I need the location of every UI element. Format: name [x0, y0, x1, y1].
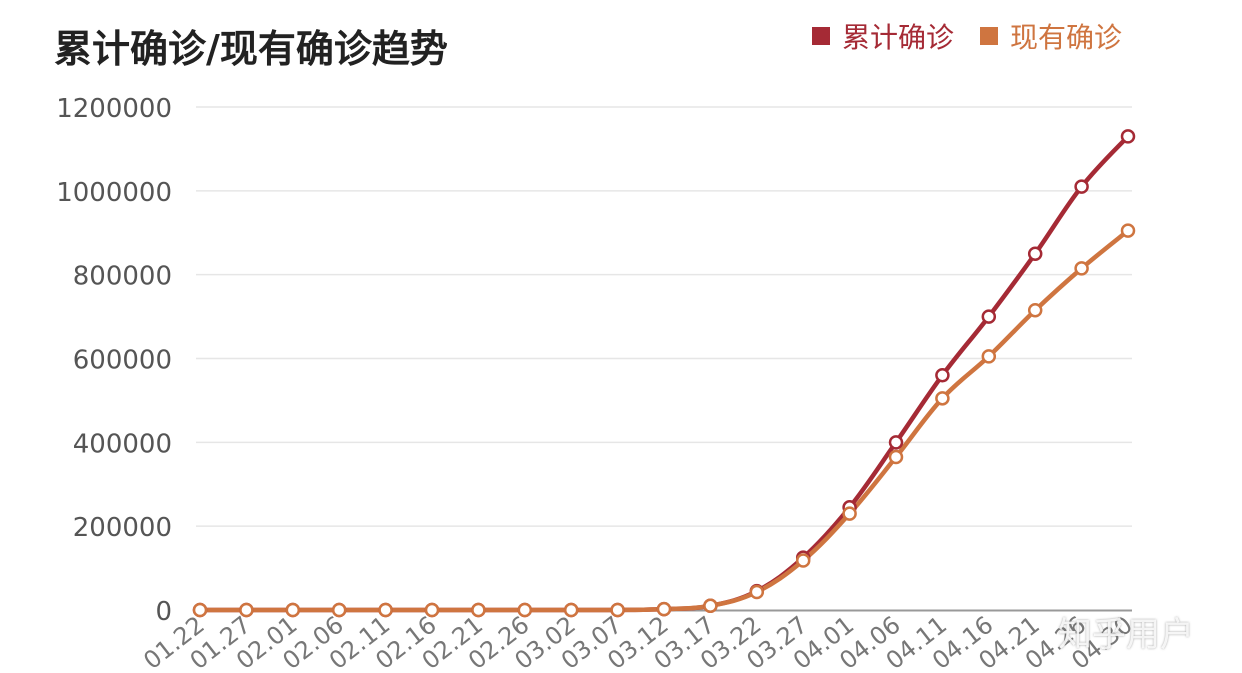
data-point-current: [795, 553, 811, 568]
data-point-current: [192, 602, 208, 618]
data-point-cumulative: [935, 368, 950, 383]
data-point-current: [424, 602, 440, 618]
data-point-current: [378, 602, 393, 618]
data-point-current: [935, 391, 950, 406]
data-point-current: [471, 602, 486, 618]
data-point-current: [656, 601, 672, 617]
data-point-current: [517, 602, 533, 618]
data-point-cumulative: [888, 435, 904, 450]
data-point-current: [331, 602, 347, 618]
series-line-cumulative: [197, 134, 1131, 613]
data-point-cumulative: [981, 309, 997, 324]
data-point-cumulative: [1027, 246, 1043, 261]
legend-item-current[interactable]: 现有确诊: [980, 16, 1122, 56]
legend-label-cumulative: 累计确诊: [842, 21, 955, 54]
y-tick-label: 1200000: [56, 94, 172, 124]
data-point-current: [239, 602, 254, 618]
legend-swatch-current: [980, 27, 999, 45]
series-line-current: [197, 228, 1131, 613]
legend-swatch-cumulative: [812, 27, 830, 45]
data-point-cumulative: [1120, 129, 1136, 144]
data-point-current: [1074, 261, 1089, 276]
data-point-current: [1120, 223, 1136, 238]
y-tick-label: 200000: [73, 513, 172, 543]
data-point-current: [842, 506, 857, 521]
y-tick-label: 800000: [73, 262, 172, 292]
data-point-current: [1027, 303, 1043, 318]
chart-title: 累计确诊/现有确诊趋势: [54, 27, 448, 71]
data-point-current: [703, 598, 718, 614]
data-point-current: [563, 602, 579, 618]
y-tick-label: 400000: [73, 429, 172, 459]
legend: 累计确诊 现有确诊: [812, 16, 1122, 56]
y-tick-label: 0: [155, 597, 172, 627]
y-tick-label: 600000: [73, 346, 172, 376]
legend-label-current: 现有确诊: [1010, 21, 1123, 54]
data-point-current: [610, 602, 625, 618]
data-point-current: [749, 584, 765, 600]
y-tick-label: 1000000: [56, 178, 172, 208]
data-point-current: [981, 349, 997, 364]
data-point-cumulative: [1074, 179, 1089, 194]
data-point-current: [888, 449, 904, 465]
legend-item-cumulative[interactable]: 累计确诊: [812, 16, 954, 56]
watermark: 知乎用户: [1058, 615, 1194, 655]
data-point-current: [285, 602, 301, 618]
